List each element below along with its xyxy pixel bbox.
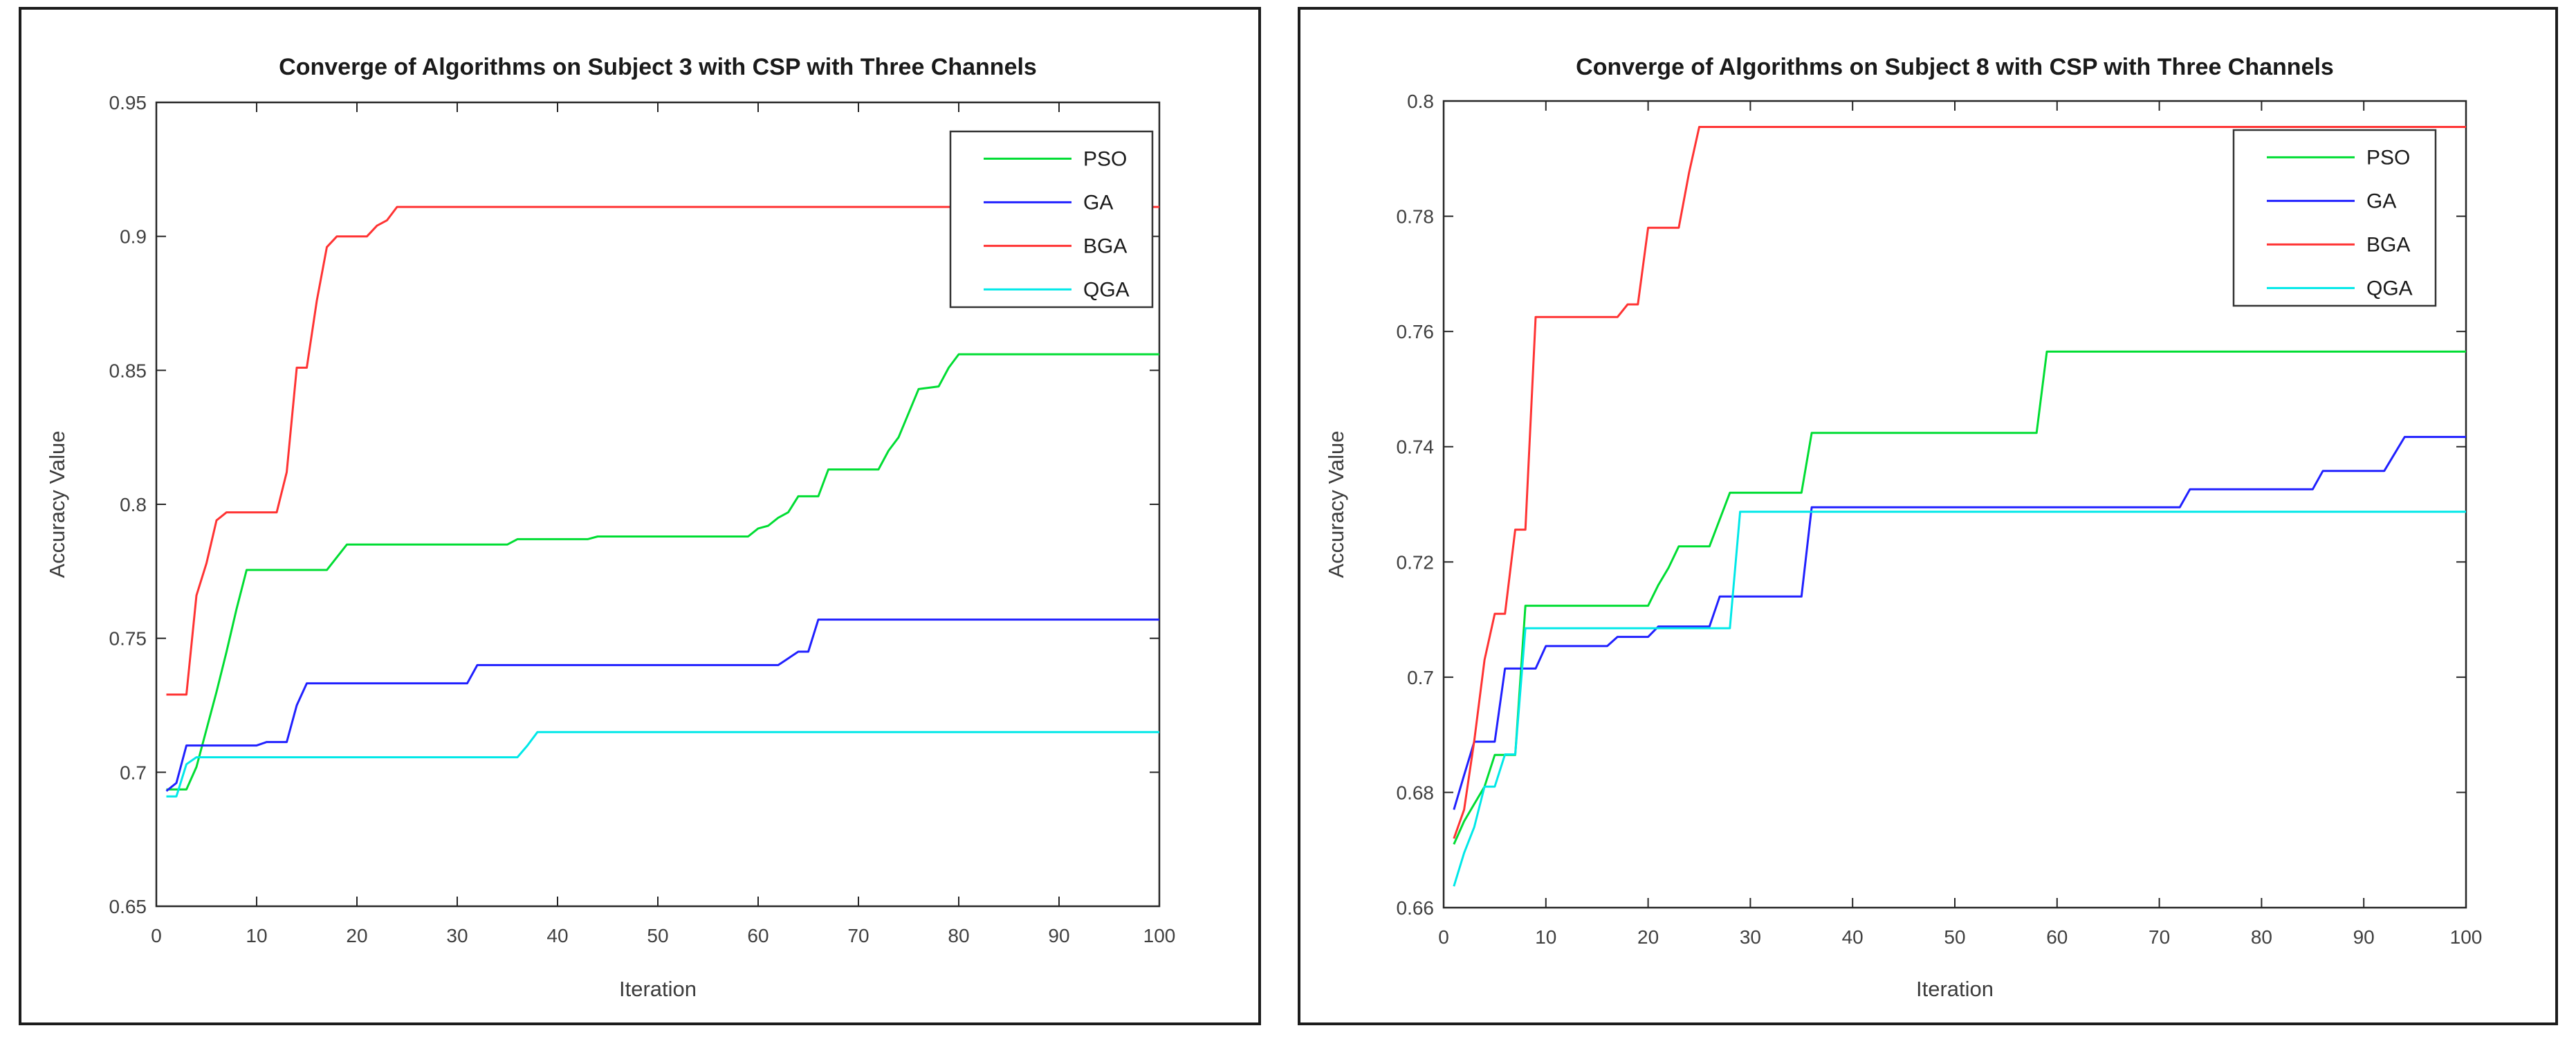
series-line-bga xyxy=(166,205,1159,696)
series-line-qga xyxy=(166,731,1159,798)
x-tick-label: 90 xyxy=(2353,926,2375,948)
legend-label-ga: GA xyxy=(2366,190,2396,212)
x-tick-label: 50 xyxy=(1944,926,1965,948)
series-line-pso xyxy=(1453,350,2466,845)
y-tick-label: 0.9 xyxy=(120,226,147,248)
x-tick-label: 90 xyxy=(1048,925,1069,946)
x-tick-label: 50 xyxy=(647,925,668,946)
legend-label-bga: BGA xyxy=(1083,235,1127,257)
y-tick-label: 0.65 xyxy=(109,896,147,917)
chart-title: Converge of Algorithms on Subject 3 with… xyxy=(279,54,1037,80)
series-line-qga xyxy=(1453,511,2466,887)
y-axis-label: Accuracy Value xyxy=(45,430,69,578)
y-tick-label: 0.78 xyxy=(1397,206,1435,228)
x-tick-label: 60 xyxy=(747,925,769,946)
y-tick-label: 0.72 xyxy=(1397,551,1435,573)
x-tick-label: 80 xyxy=(948,925,969,946)
x-axis-label: Iteration xyxy=(618,977,697,1001)
y-tick-label: 0.95 xyxy=(109,92,147,113)
x-tick-label: 40 xyxy=(1842,926,1864,948)
x-tick-label: 70 xyxy=(847,925,869,946)
y-tick-label: 0.68 xyxy=(1397,782,1435,803)
legend-box xyxy=(2232,129,2437,307)
y-tick-label: 0.7 xyxy=(120,762,147,783)
legend-label-qga: QGA xyxy=(1083,278,1130,301)
figure-panel-subject3: 0 10 20 30 40 50 60 70 80 90 100 0.65 0.7 0.75 0.8 0.85… xyxy=(19,7,1261,1025)
x-tick-label: 100 xyxy=(2450,926,2483,948)
x-tick-label: 100 xyxy=(1143,925,1176,946)
y-tick-label: 0.76 xyxy=(1397,321,1435,342)
x-tick-label: 20 xyxy=(346,925,367,946)
x-tick-label: 0 xyxy=(1438,926,1449,948)
y-tick-label: 0.74 xyxy=(1397,437,1435,458)
legend-label-qga: QGA xyxy=(2366,277,2413,300)
legend-label-bga: BGA xyxy=(2366,233,2410,256)
y-axis-label: Accuracy Value xyxy=(1324,430,1348,578)
y-tick-label: 0.8 xyxy=(1407,91,1434,112)
x-tick-label: 40 xyxy=(546,925,568,946)
series-line-pso xyxy=(166,353,1159,791)
x-axis-label: Iteration xyxy=(1915,977,1994,1001)
y-tick-label: 0.7 xyxy=(1407,667,1434,688)
x-tick-label: 70 xyxy=(2149,926,2170,948)
series-line-ga xyxy=(1453,436,2466,810)
legend-label-ga: GA xyxy=(1083,191,1113,214)
x-tick-label: 10 xyxy=(246,925,267,946)
legend-box xyxy=(949,130,1154,309)
x-tick-label: 0 xyxy=(151,925,162,946)
x-tick-label: 10 xyxy=(1535,926,1556,948)
series-line-ga xyxy=(165,618,1159,792)
legend-label-pso: PSO xyxy=(1083,147,1127,170)
y-tick-label: 0.85 xyxy=(109,360,147,381)
x-tick-label: 20 xyxy=(1637,926,1659,948)
x-tick-label: 30 xyxy=(446,925,468,946)
x-tick-label: 30 xyxy=(1740,926,1761,948)
y-tick-label: 0.66 xyxy=(1397,897,1435,919)
y-tick-label: 0.75 xyxy=(109,628,147,650)
chart-canvas-subject8: 0 10 20 30 40 50 60 70 80 90 100 0.66 0.68 0.7 0.72 0.7… xyxy=(1397,91,2483,948)
x-tick-label: 60 xyxy=(2046,926,2068,948)
figure-panel-subject8: 0 10 20 30 40 50 60 70 80 90 100 0.66 0.68 0.7 0.72 0.7… xyxy=(1298,7,2558,1025)
chart-title: Converge of Algorithms on Subject 8 with… xyxy=(1576,54,2334,80)
y-tick-label: 0.8 xyxy=(120,494,147,515)
x-tick-label: 80 xyxy=(2251,926,2272,948)
chart-canvas-subject3: 0 10 20 30 40 50 60 70 80 90 100 0.65 0.7 0.75 0.8 0.85… xyxy=(109,92,1176,946)
series-line-bga xyxy=(1453,126,2466,839)
legend-label-pso: PSO xyxy=(2366,146,2410,169)
